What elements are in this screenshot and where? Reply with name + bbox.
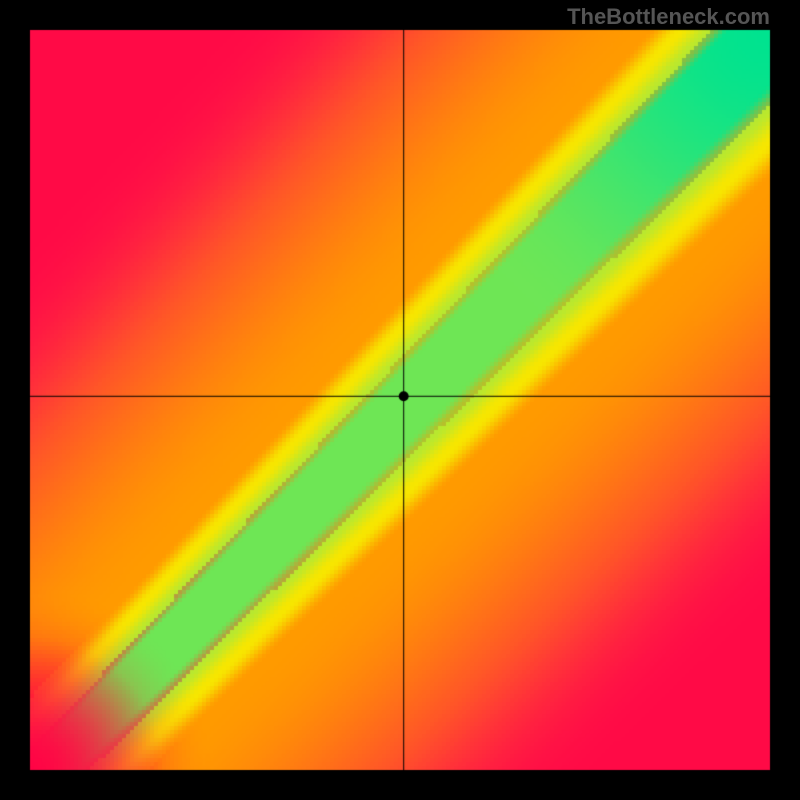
- watermark-text: TheBottleneck.com: [567, 4, 770, 30]
- chart-container: TheBottleneck.com: [0, 0, 800, 800]
- heatmap-canvas: [0, 0, 800, 800]
